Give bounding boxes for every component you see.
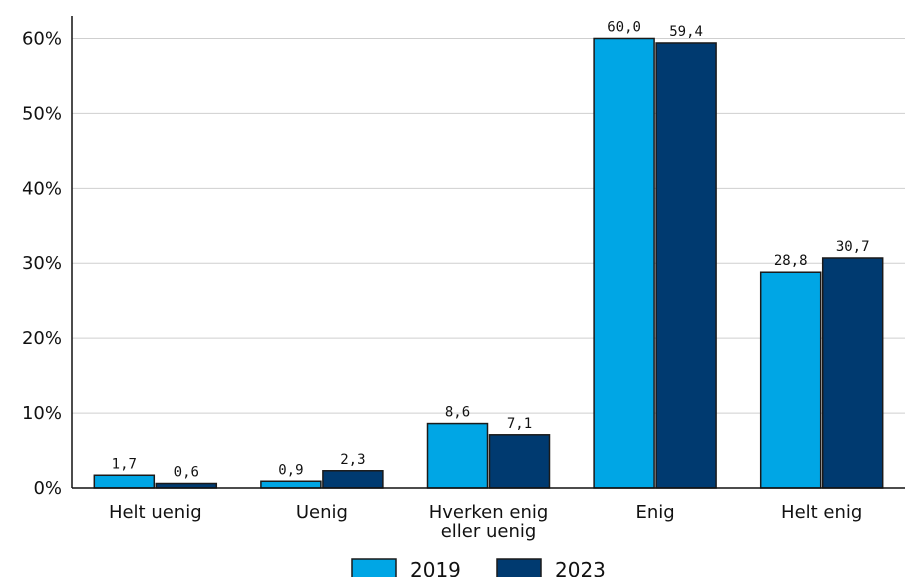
data-label: 28,8 — [774, 253, 808, 269]
y-tick-label: 40% — [22, 178, 62, 199]
data-label: 30,7 — [836, 239, 870, 255]
category-label: Uenig — [296, 502, 348, 523]
legend-label: 2023 — [555, 558, 606, 577]
bar-2019 — [93, 474, 156, 489]
legend-swatch-2019 — [351, 558, 397, 577]
y-tick-label: 10% — [22, 403, 62, 424]
bar-2019 — [593, 37, 655, 489]
legend-swatch-2023 — [496, 558, 542, 577]
data-label: 7,1 — [507, 416, 532, 432]
category-label: Enig — [635, 502, 674, 523]
data-label: 1,7 — [112, 456, 137, 472]
bar-2019 — [426, 422, 489, 489]
category-label: Helt enig — [781, 502, 862, 523]
y-axis-tick-labels: 0% 10% 20% 30% 40% 50% 60% — [22, 28, 62, 499]
bar-2023 — [655, 42, 717, 489]
bar-2019 — [260, 480, 322, 489]
bar-2023 — [488, 434, 551, 489]
y-tick-label: 30% — [22, 253, 62, 274]
bar-2019 — [759, 271, 822, 489]
axes — [71, 16, 905, 489]
y-tick-label: 60% — [22, 28, 62, 49]
y-tick-label: 20% — [22, 328, 62, 349]
data-label: 2,3 — [340, 452, 365, 468]
y-tick-label: 0% — [33, 478, 62, 499]
data-label: 0,9 — [278, 462, 303, 478]
category-label: Hverken enig — [429, 502, 549, 523]
data-label: 8,6 — [445, 405, 470, 421]
data-label: 60,0 — [607, 19, 641, 35]
data-label: 0,6 — [174, 465, 199, 481]
bar-2023 — [322, 470, 384, 489]
category-label: Helt uenig — [109, 502, 202, 523]
bars — [93, 37, 884, 489]
data-labels: 1,7 0,6 0,9 2,3 8,6 7,1 60,0 59,4 28,8 30,7 — [112, 19, 870, 480]
category-label: eller uenig — [441, 521, 537, 542]
legend-label: 2019 — [410, 558, 461, 577]
bar-2023 — [821, 257, 884, 489]
data-label: 59,4 — [669, 24, 703, 40]
legend: 2019 2023 — [351, 558, 606, 577]
y-tick-label: 50% — [22, 103, 62, 124]
